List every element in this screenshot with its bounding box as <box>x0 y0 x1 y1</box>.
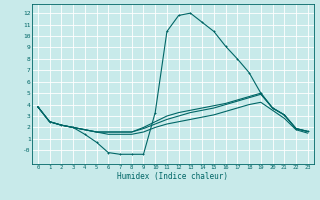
X-axis label: Humidex (Indice chaleur): Humidex (Indice chaleur) <box>117 172 228 181</box>
